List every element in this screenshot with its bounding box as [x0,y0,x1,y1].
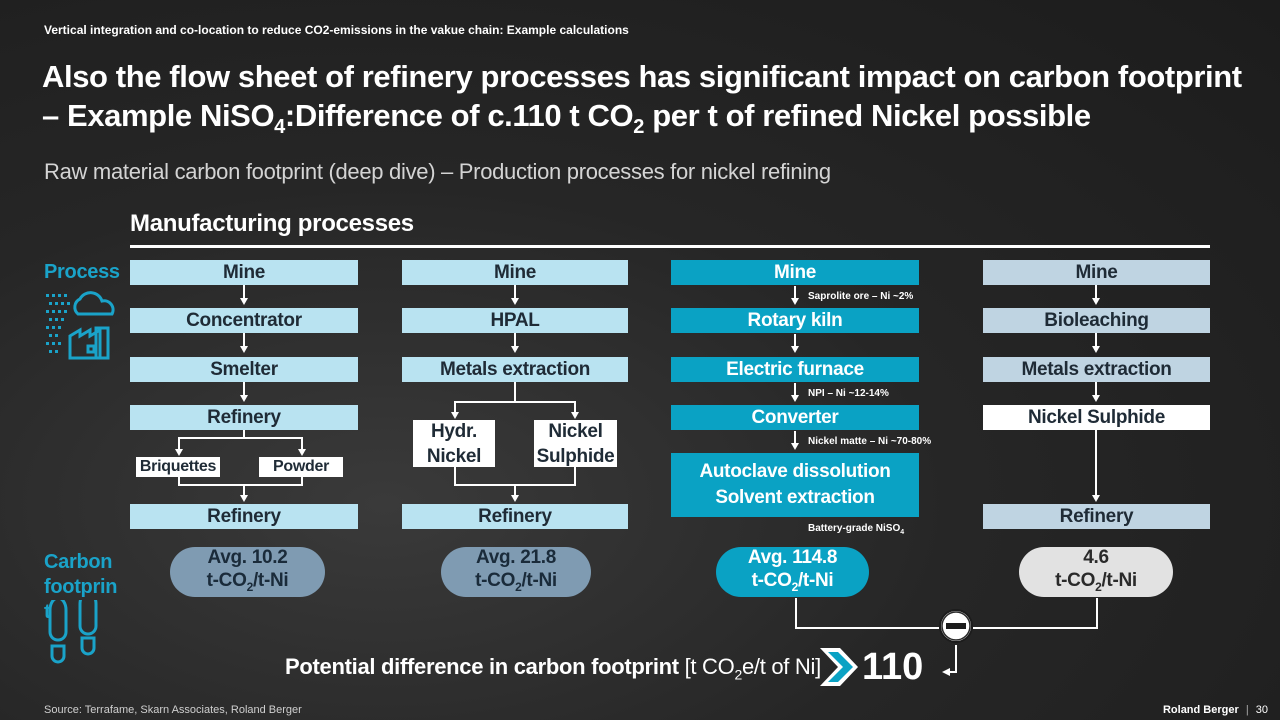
col3-autoclave-solvent: Autoclave dissolution Solvent extraction [671,453,919,517]
col2-hpal: HPAL [402,308,628,333]
col4-nickel-sulphide: Nickel Sulphide [983,405,1210,430]
col1-concentrator: Concentrator [130,308,358,333]
potential-difference-label: Potential difference in carbon footprint… [285,654,821,683]
process-label: Process [44,261,120,283]
col3-footprint-pill: Avg. 114.8 t-CO2/t-Ni [716,547,869,597]
col4-refinery: Refinery [983,504,1210,529]
col3-rotary-kiln: Rotary kiln [671,308,919,333]
col2-nickel-sulphide: Nickel Sulphide [534,420,617,467]
col3-mine: Mine [671,260,919,285]
chevron-right-icon [820,648,858,686]
potential-difference-value: 110 [862,646,924,688]
col3-note-npi: NPI – Ni ~12-14% [808,388,889,399]
col1-powder: Powder [259,457,343,477]
col2-mine: Mine [402,260,628,285]
col1-refinery-final: Refinery [130,504,358,529]
col4-metals-extraction: Metals extraction [983,357,1210,382]
supertitle: Vertical integration and co-location to … [44,23,629,37]
page-title: Also the flow sheet of refinery processe… [42,59,1242,139]
brand-footer: Roland Berger | 30 [1162,704,1268,716]
factory-cloud-icon [46,291,115,360]
section-heading: Manufacturing processes [130,210,414,237]
col3-note-matte: Nickel matte – Ni ~70-80% [808,436,932,447]
col1-briquettes: Briquettes [136,457,220,477]
col1-footprint-pill: Avg. 10.2 t-CO2/t-Ni [170,547,325,597]
col1-smelter: Smelter [130,357,358,382]
col3-electric-furnace: Electric furnace [671,357,919,382]
col1-mine: Mine [130,260,358,285]
col2-refinery: Refinery [402,504,628,529]
footprints-icon [48,600,98,664]
col4-footprint-pill: 4.6 t-CO2/t-Ni [1019,547,1173,597]
col1-refinery: Refinery [130,405,358,430]
col2-footprint-pill: Avg. 21.8 t-CO2/t-Ni [441,547,591,597]
col4-mine: Mine [983,260,1210,285]
col3-note-saprolite: Saprolite ore – Ni ~2% [808,291,914,302]
minus-circle-icon [939,609,973,643]
col2-metals-extraction: Metals extraction [402,357,628,382]
col3-note-battery: Battery-grade NiSO4 [808,523,905,536]
subtitle: Raw material carbon footprint (deep dive… [44,159,831,184]
difference-connector [795,598,1098,676]
col3-converter: Converter [671,405,919,430]
section-divider [130,245,1210,248]
source-note: Source: Terrafame, Skarn Associates, Rol… [44,704,302,716]
carbon-footprint-label: Carbon footprin t [44,551,118,623]
col4-bioleaching: Bioleaching [983,308,1210,333]
col2-hydr-nickel: Hydr. Nickel [413,420,495,467]
